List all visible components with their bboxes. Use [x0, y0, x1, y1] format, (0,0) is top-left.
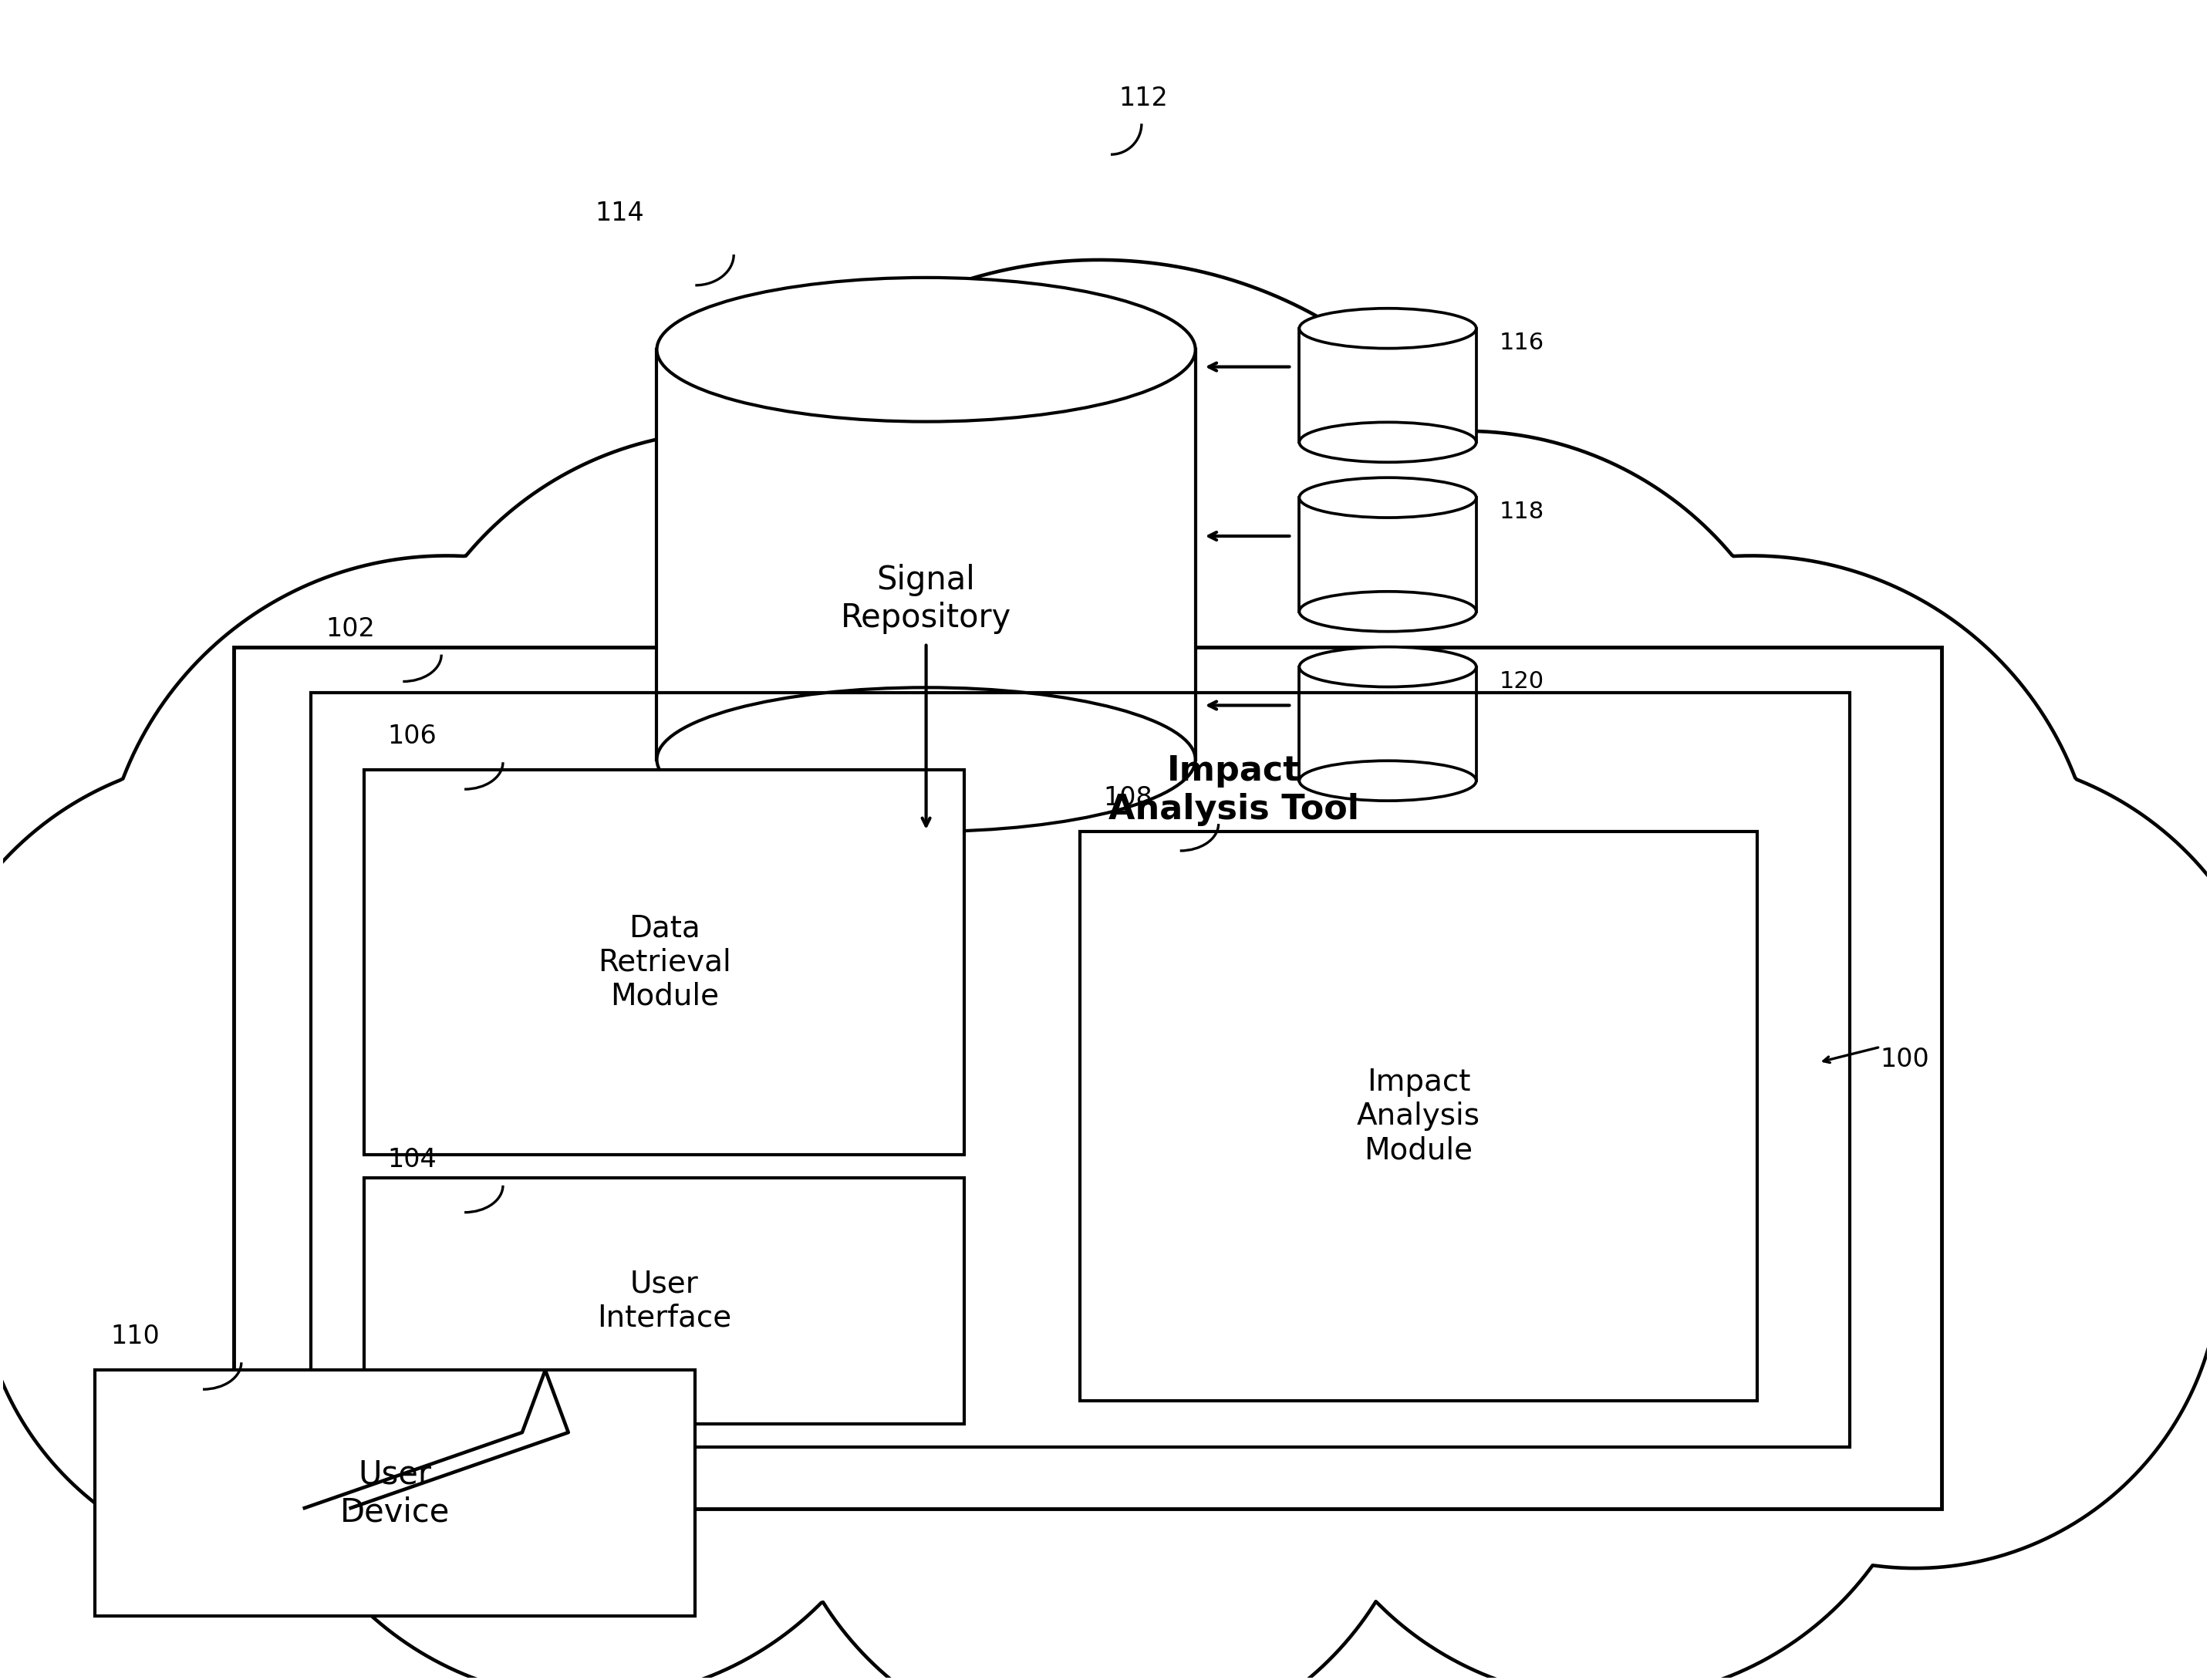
Text: User
Interface: User Interface: [597, 1268, 732, 1332]
Ellipse shape: [656, 277, 1196, 422]
Bar: [365, 1178, 964, 1425]
Ellipse shape: [1299, 309, 1476, 348]
Text: Signal
Repository: Signal Repository: [840, 564, 1012, 633]
Text: 110: 110: [110, 1324, 159, 1349]
Text: 114: 114: [594, 200, 645, 227]
Bar: [312, 694, 1850, 1446]
Text: 116: 116: [1498, 331, 1545, 354]
Text: 108: 108: [1103, 785, 1151, 811]
Bar: [1081, 832, 1757, 1401]
Text: 100: 100: [1881, 1047, 1929, 1072]
Bar: [1299, 328, 1476, 442]
Text: Impact
Analysis Tool: Impact Analysis Tool: [1109, 754, 1359, 827]
Ellipse shape: [1299, 647, 1476, 687]
Text: 104: 104: [387, 1147, 438, 1173]
Text: 106: 106: [387, 724, 438, 749]
Text: 118: 118: [1498, 501, 1545, 522]
Bar: [1299, 497, 1476, 612]
Bar: [95, 1371, 696, 1616]
Text: 120: 120: [1498, 670, 1545, 692]
Text: Data
Retrieval
Module: Data Retrieval Module: [599, 914, 732, 1011]
Text: Impact
Analysis
Module: Impact Analysis Module: [1357, 1067, 1481, 1164]
Bar: [1299, 667, 1476, 781]
Ellipse shape: [1299, 477, 1476, 517]
Bar: [234, 647, 1943, 1509]
Text: 112: 112: [1118, 86, 1167, 111]
Text: 102: 102: [325, 617, 376, 642]
Bar: [656, 349, 1196, 759]
Bar: [365, 769, 964, 1154]
Text: User
Device: User Device: [340, 1458, 451, 1529]
Polygon shape: [0, 260, 2210, 1680]
